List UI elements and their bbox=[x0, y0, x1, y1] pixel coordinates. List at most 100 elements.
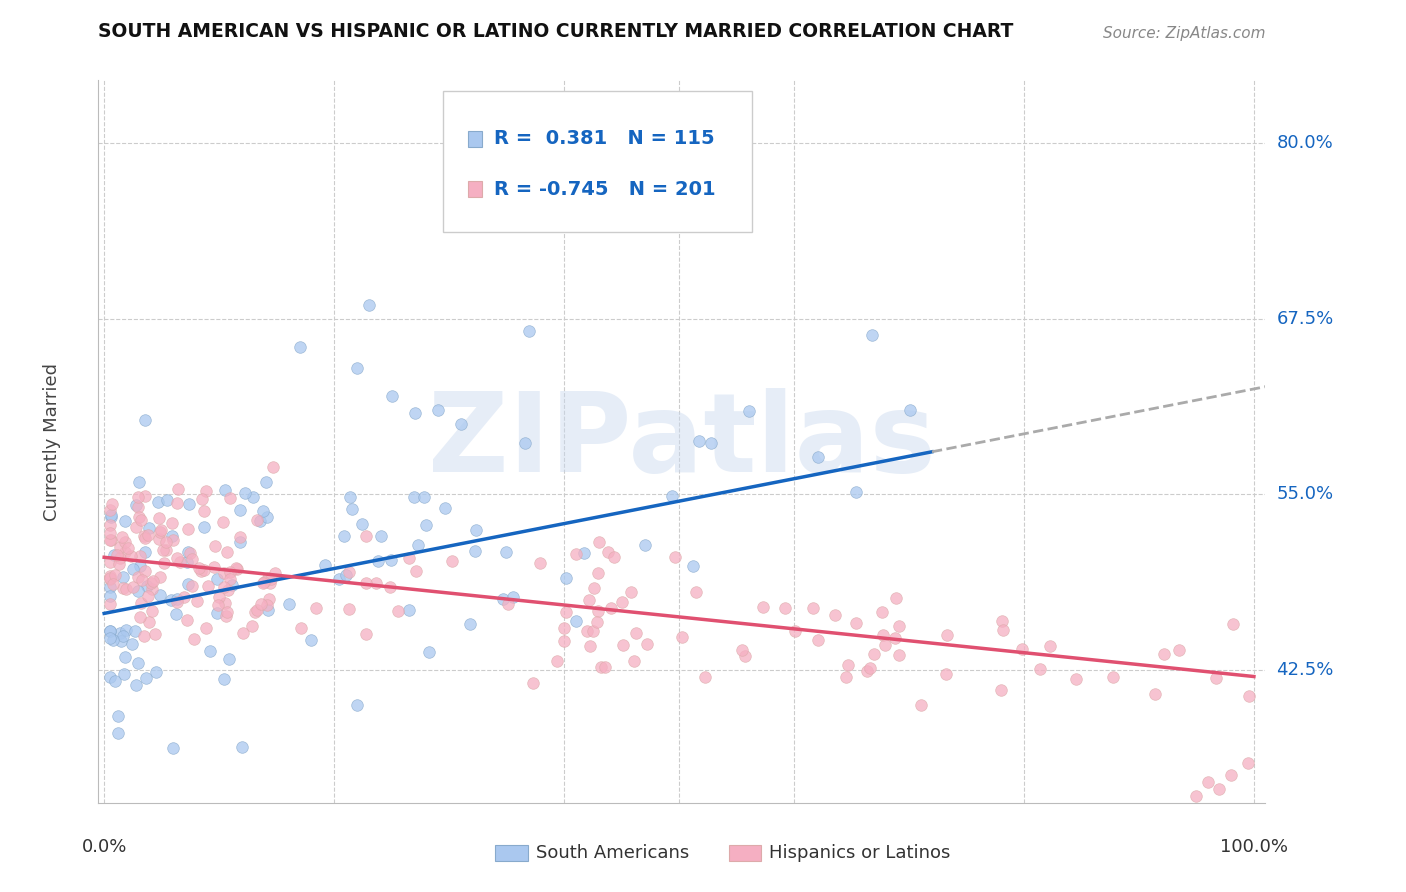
Point bbox=[120, 549, 142, 563]
Point bbox=[176, 556, 198, 570]
Point bbox=[682, 559, 704, 574]
Point bbox=[166, 591, 188, 606]
Point bbox=[1219, 768, 1241, 782]
Point bbox=[1064, 673, 1087, 687]
Point bbox=[155, 535, 177, 549]
Point bbox=[357, 298, 380, 312]
Point bbox=[314, 558, 336, 572]
Point bbox=[257, 591, 280, 606]
Point bbox=[115, 624, 138, 638]
Point bbox=[148, 532, 170, 546]
Text: South Americans: South Americans bbox=[536, 844, 689, 862]
Point bbox=[179, 546, 201, 560]
Point bbox=[418, 645, 440, 659]
Point bbox=[356, 626, 378, 640]
Point bbox=[440, 554, 463, 568]
Point bbox=[176, 613, 198, 627]
Point bbox=[1222, 616, 1244, 631]
Point bbox=[845, 484, 868, 499]
Point bbox=[863, 647, 886, 661]
Point bbox=[553, 634, 575, 648]
Point bbox=[127, 500, 149, 514]
Point bbox=[370, 529, 392, 543]
Point bbox=[141, 582, 163, 597]
Point bbox=[162, 740, 184, 755]
Point bbox=[98, 572, 121, 586]
Point bbox=[257, 571, 280, 585]
Point bbox=[889, 648, 911, 662]
Point bbox=[100, 597, 122, 611]
Point bbox=[193, 503, 215, 517]
Text: 0.0%: 0.0% bbox=[82, 838, 127, 855]
Point bbox=[136, 579, 159, 593]
Point bbox=[1029, 662, 1052, 676]
Point bbox=[553, 621, 575, 635]
Point bbox=[574, 546, 596, 560]
Point bbox=[335, 568, 357, 582]
Point bbox=[593, 660, 616, 674]
Point bbox=[738, 404, 761, 418]
Point bbox=[582, 624, 605, 638]
Text: 80.0%: 80.0% bbox=[1277, 135, 1333, 153]
Point bbox=[585, 615, 607, 629]
Point bbox=[242, 491, 264, 505]
Point bbox=[464, 523, 486, 537]
Point bbox=[859, 661, 882, 675]
Point bbox=[1101, 670, 1123, 684]
Point bbox=[603, 549, 626, 564]
Point bbox=[688, 434, 710, 448]
Point bbox=[339, 490, 361, 504]
Point bbox=[202, 560, 225, 574]
Point bbox=[229, 503, 252, 517]
Point bbox=[252, 574, 274, 589]
Bar bbox=[468, 131, 482, 147]
Point bbox=[162, 533, 184, 548]
Point bbox=[107, 708, 129, 723]
Point bbox=[529, 556, 551, 570]
Point bbox=[214, 483, 236, 497]
Point bbox=[193, 519, 215, 533]
Point bbox=[177, 545, 200, 559]
Text: 55.0%: 55.0% bbox=[1277, 485, 1334, 503]
Point bbox=[166, 595, 188, 609]
Point bbox=[208, 590, 231, 604]
Point bbox=[872, 627, 894, 641]
Point bbox=[149, 588, 172, 602]
Point bbox=[218, 572, 240, 586]
Point bbox=[278, 597, 301, 611]
Point bbox=[129, 513, 152, 527]
Point bbox=[495, 545, 517, 559]
Point bbox=[177, 522, 200, 536]
Point bbox=[98, 533, 121, 547]
Point bbox=[807, 450, 830, 465]
Point bbox=[807, 632, 830, 647]
Point bbox=[875, 639, 897, 653]
Point bbox=[555, 571, 578, 585]
Point bbox=[134, 489, 156, 503]
Point bbox=[166, 483, 188, 497]
Point bbox=[190, 564, 212, 578]
Point bbox=[111, 530, 134, 544]
Point bbox=[415, 518, 437, 533]
Point bbox=[138, 521, 160, 535]
Point bbox=[245, 606, 267, 620]
Point bbox=[636, 637, 658, 651]
Text: Currently Married: Currently Married bbox=[42, 362, 60, 521]
Point bbox=[136, 528, 159, 542]
Point bbox=[98, 503, 121, 517]
Point bbox=[426, 403, 449, 417]
Point bbox=[108, 626, 131, 640]
Point bbox=[801, 601, 824, 615]
Point bbox=[910, 698, 932, 713]
Point bbox=[412, 490, 434, 504]
Point bbox=[114, 650, 136, 665]
Point bbox=[367, 553, 389, 567]
Point bbox=[231, 739, 253, 754]
Point bbox=[837, 657, 859, 672]
Point bbox=[582, 581, 605, 595]
Point bbox=[101, 577, 124, 591]
Point bbox=[250, 597, 273, 611]
Bar bbox=[728, 845, 761, 861]
Point bbox=[578, 593, 600, 607]
Point bbox=[104, 568, 127, 582]
